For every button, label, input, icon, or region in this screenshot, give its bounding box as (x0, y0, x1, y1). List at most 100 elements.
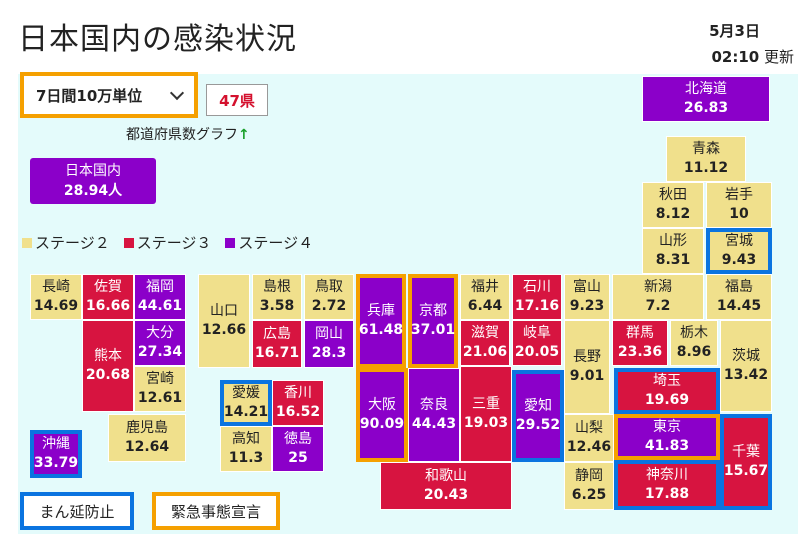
national-total: 日本国内 28.94人 (30, 158, 156, 204)
pref-name: 長野 (573, 349, 601, 365)
pref-kochi[interactable]: 高知 11.3 (220, 426, 272, 472)
pref-ibaraki[interactable]: 茨城 13.42 (720, 320, 772, 412)
pref-shimane[interactable]: 島根 3.58 (252, 274, 302, 320)
pref-hyogo[interactable]: 兵庫 61.48 (356, 274, 406, 368)
pref-value: 28.3 (311, 345, 347, 361)
pref-kagawa[interactable]: 香川 16.52 (272, 380, 324, 426)
key-emergency: 緊急事態宣言 (152, 492, 280, 530)
pref-name: 愛知 (524, 398, 552, 414)
pref-value: 16.66 (85, 298, 131, 314)
pref-value: 9.23 (569, 298, 605, 314)
pref-value: 20.05 (514, 344, 560, 360)
pref-name: 静岡 (575, 468, 603, 484)
pref-fukui[interactable]: 福井 6.44 (460, 274, 510, 320)
pref-value: 9.43 (721, 252, 757, 268)
pref-name: 宮崎 (146, 371, 174, 387)
updated-label: 02:10 更新 (711, 46, 794, 67)
pref-value: 17.88 (644, 486, 690, 502)
pref-aichi[interactable]: 愛知 29.52 (512, 370, 564, 462)
pref-nara[interactable]: 奈良 44.43 (408, 368, 460, 462)
pref-name: 千葉 (732, 444, 760, 460)
pref-okinawa[interactable]: 沖縄 33.79 (30, 430, 82, 478)
pref-miyagi[interactable]: 宮城 9.43 (706, 228, 772, 274)
stage-legend: ステージ２ ステージ３ ステージ４ (22, 232, 313, 253)
pref-wakayama[interactable]: 和歌山 20.43 (380, 462, 512, 510)
pref-tokushima[interactable]: 徳島 25 (272, 426, 324, 472)
updated-text: 更新 (763, 48, 794, 66)
prefecture-count-button[interactable]: 47県 (206, 84, 268, 116)
legend-stage3: ステージ３ (123, 232, 211, 253)
pref-name: 秋田 (659, 187, 687, 203)
pref-tokyo[interactable]: 東京 41.83 (614, 414, 720, 460)
pref-okayama[interactable]: 岡山 28.3 (304, 320, 354, 368)
pref-saitama[interactable]: 埼玉 19.69 (614, 368, 720, 414)
pref-name: 宮城 (725, 233, 753, 249)
pref-kumamoto[interactable]: 熊本 20.68 (82, 320, 134, 412)
pref-nagano[interactable]: 長野 9.01 (564, 320, 610, 414)
pref-name: 福岡 (146, 279, 174, 295)
pref-name: 三重 (472, 396, 500, 412)
pref-yamaguchi[interactable]: 山口 12.66 (198, 274, 250, 368)
prefecture-graph-link[interactable]: 都道府県数グラフ↑ (126, 124, 250, 144)
chevron-down-icon (169, 85, 185, 100)
pref-chiba[interactable]: 千葉 15.67 (720, 414, 772, 510)
pref-name: 山梨 (575, 420, 603, 436)
pref-value: 37.01 (410, 322, 456, 338)
pref-value: 14.21 (223, 404, 269, 420)
pref-gifu[interactable]: 岐阜 20.05 (512, 320, 562, 366)
pref-saga[interactable]: 佐賀 16.66 (82, 274, 134, 320)
pref-value: 33.79 (33, 455, 79, 471)
pref-niigata[interactable]: 新潟 7.2 (612, 274, 704, 320)
pref-yamagata[interactable]: 山形 8.31 (642, 228, 704, 274)
pref-name: 和歌山 (425, 468, 467, 484)
pref-tochigi[interactable]: 栃木 8.96 (670, 320, 718, 366)
pref-value: 90.09 (359, 416, 405, 432)
pref-shiga[interactable]: 滋賀 21.06 (460, 320, 510, 366)
pref-value: 12.46 (566, 439, 612, 455)
pref-fukuoka[interactable]: 福岡 44.61 (134, 274, 186, 320)
pref-name: 島根 (263, 279, 291, 295)
pref-name: 沖縄 (42, 436, 70, 452)
pref-osaka[interactable]: 大阪 90.09 (356, 368, 408, 462)
pref-shizuoka[interactable]: 静岡 6.25 (564, 462, 614, 510)
pref-value: 14.45 (716, 298, 762, 314)
pref-value: 9.01 (569, 368, 605, 384)
pref-nagasaki[interactable]: 長崎 14.69 (30, 274, 82, 320)
pref-oita[interactable]: 大分 27.34 (134, 320, 186, 366)
legend-stage4: ステージ４ (225, 232, 313, 253)
pref-kanagawa[interactable]: 神奈川 17.88 (614, 460, 720, 510)
pref-toyama[interactable]: 富山 9.23 (564, 274, 610, 320)
pref-ishikawa[interactable]: 石川 17.16 (512, 274, 562, 320)
pref-value: 26.83 (683, 100, 729, 116)
pref-value: 19.03 (463, 415, 509, 431)
pref-value: 8.12 (655, 206, 691, 222)
graph-link-label: 都道府県数グラフ (126, 127, 238, 143)
pref-fukushima[interactable]: 福島 14.45 (706, 274, 772, 320)
national-value: 28.94人 (63, 183, 123, 199)
pref-kagoshima[interactable]: 鹿児島 12.64 (108, 414, 186, 462)
pref-value: 29.52 (515, 417, 561, 433)
pref-tottori[interactable]: 鳥取 2.72 (304, 274, 354, 320)
pref-name: 岡山 (315, 326, 343, 342)
pref-iwate[interactable]: 岩手 10 (706, 182, 772, 228)
pref-mie[interactable]: 三重 19.03 (460, 366, 512, 462)
pref-hokkaido[interactable]: 北海道 26.83 (642, 76, 770, 122)
pref-akita[interactable]: 秋田 8.12 (642, 182, 704, 228)
unit-select[interactable]: 7日間10万単位 (20, 72, 198, 118)
pref-name: 広島 (263, 326, 291, 342)
pref-name: 鹿児島 (126, 420, 168, 436)
pref-name: 栃木 (680, 325, 708, 341)
pref-ehime[interactable]: 愛媛 14.21 (220, 380, 272, 426)
pref-value: 6.25 (571, 487, 607, 503)
pref-value: 6.44 (467, 298, 503, 314)
pref-name: 東京 (653, 419, 681, 435)
pref-kyoto[interactable]: 京都 37.01 (408, 274, 458, 368)
pref-gunma[interactable]: 群馬 23.36 (612, 320, 668, 366)
pref-hiroshima[interactable]: 広島 16.71 (252, 320, 302, 368)
pref-name: 熊本 (94, 348, 122, 364)
pref-miyazaki[interactable]: 宮崎 12.61 (134, 366, 186, 412)
pref-value: 2.72 (311, 298, 347, 314)
pref-yamanashi[interactable]: 山梨 12.46 (564, 414, 614, 462)
pref-aomori[interactable]: 青森 11.12 (666, 136, 746, 182)
pref-value: 13.42 (723, 367, 769, 383)
